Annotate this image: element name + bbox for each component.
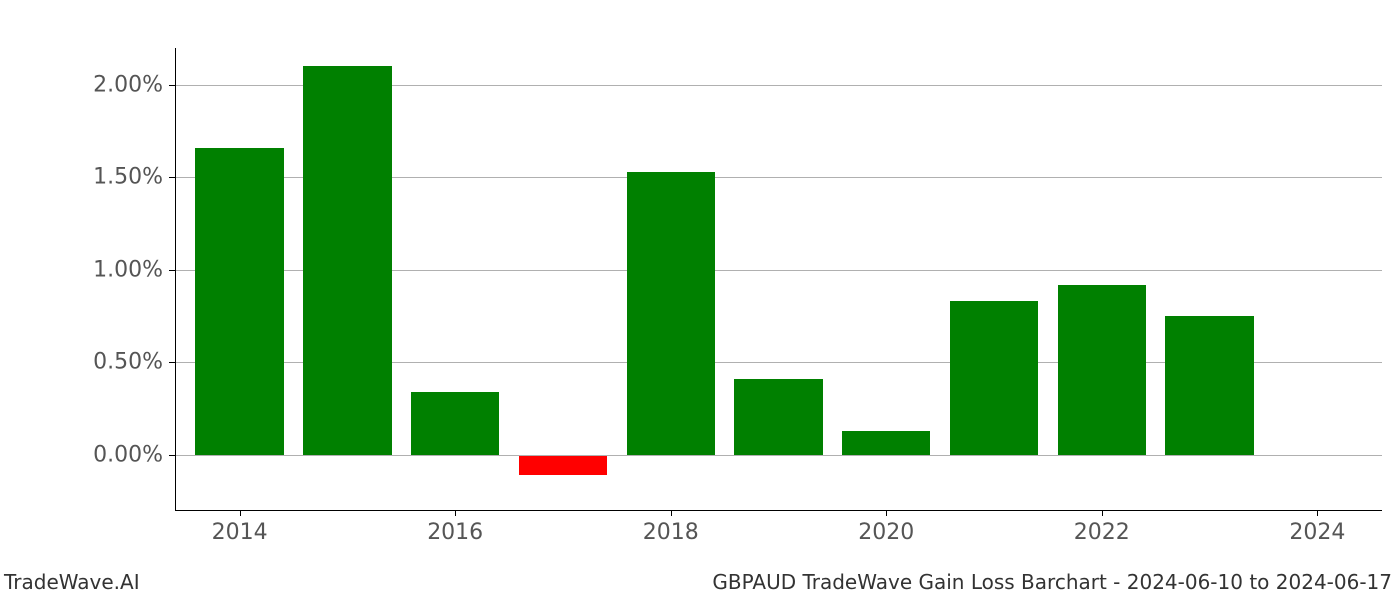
plot-area — [175, 48, 1382, 510]
x-tick-label: 2016 — [427, 520, 483, 545]
y-tick-label: 0.50% — [93, 350, 163, 375]
x-tick-label: 2024 — [1289, 520, 1345, 545]
bar — [627, 172, 715, 455]
bar — [519, 455, 607, 475]
y-tick-label: 1.00% — [93, 257, 163, 282]
x-tick-label: 2014 — [212, 520, 268, 545]
y-tick-label: 1.50% — [93, 165, 163, 190]
y-tick-mark — [169, 455, 175, 456]
bar — [1165, 316, 1253, 455]
x-tick-mark — [671, 510, 672, 516]
x-tick-label: 2018 — [643, 520, 699, 545]
bar — [303, 66, 391, 454]
x-tick-mark — [455, 510, 456, 516]
x-tick-mark — [886, 510, 887, 516]
bar-chart — [175, 48, 1382, 510]
x-tick-mark — [240, 510, 241, 516]
x-tick-mark — [1317, 510, 1318, 516]
zero-line — [175, 455, 1382, 456]
x-axis-line — [175, 510, 1382, 511]
y-tick-label: 2.00% — [93, 72, 163, 97]
y-axis-line — [175, 48, 176, 510]
bar — [1058, 285, 1146, 455]
footer-left-text: TradeWave.AI — [4, 570, 140, 594]
bar — [950, 301, 1038, 454]
y-tick-mark — [169, 85, 175, 86]
x-tick-label: 2022 — [1074, 520, 1130, 545]
bar — [842, 431, 930, 455]
x-tick-label: 2020 — [858, 520, 914, 545]
y-tick-label: 0.00% — [93, 442, 163, 467]
footer-right-text: GBPAUD TradeWave Gain Loss Barchart - 20… — [712, 570, 1392, 594]
bar — [195, 148, 283, 455]
y-tick-mark — [169, 362, 175, 363]
x-tick-mark — [1102, 510, 1103, 516]
bar — [411, 392, 499, 455]
bar — [734, 379, 822, 455]
y-tick-mark — [169, 177, 175, 178]
y-tick-mark — [169, 270, 175, 271]
